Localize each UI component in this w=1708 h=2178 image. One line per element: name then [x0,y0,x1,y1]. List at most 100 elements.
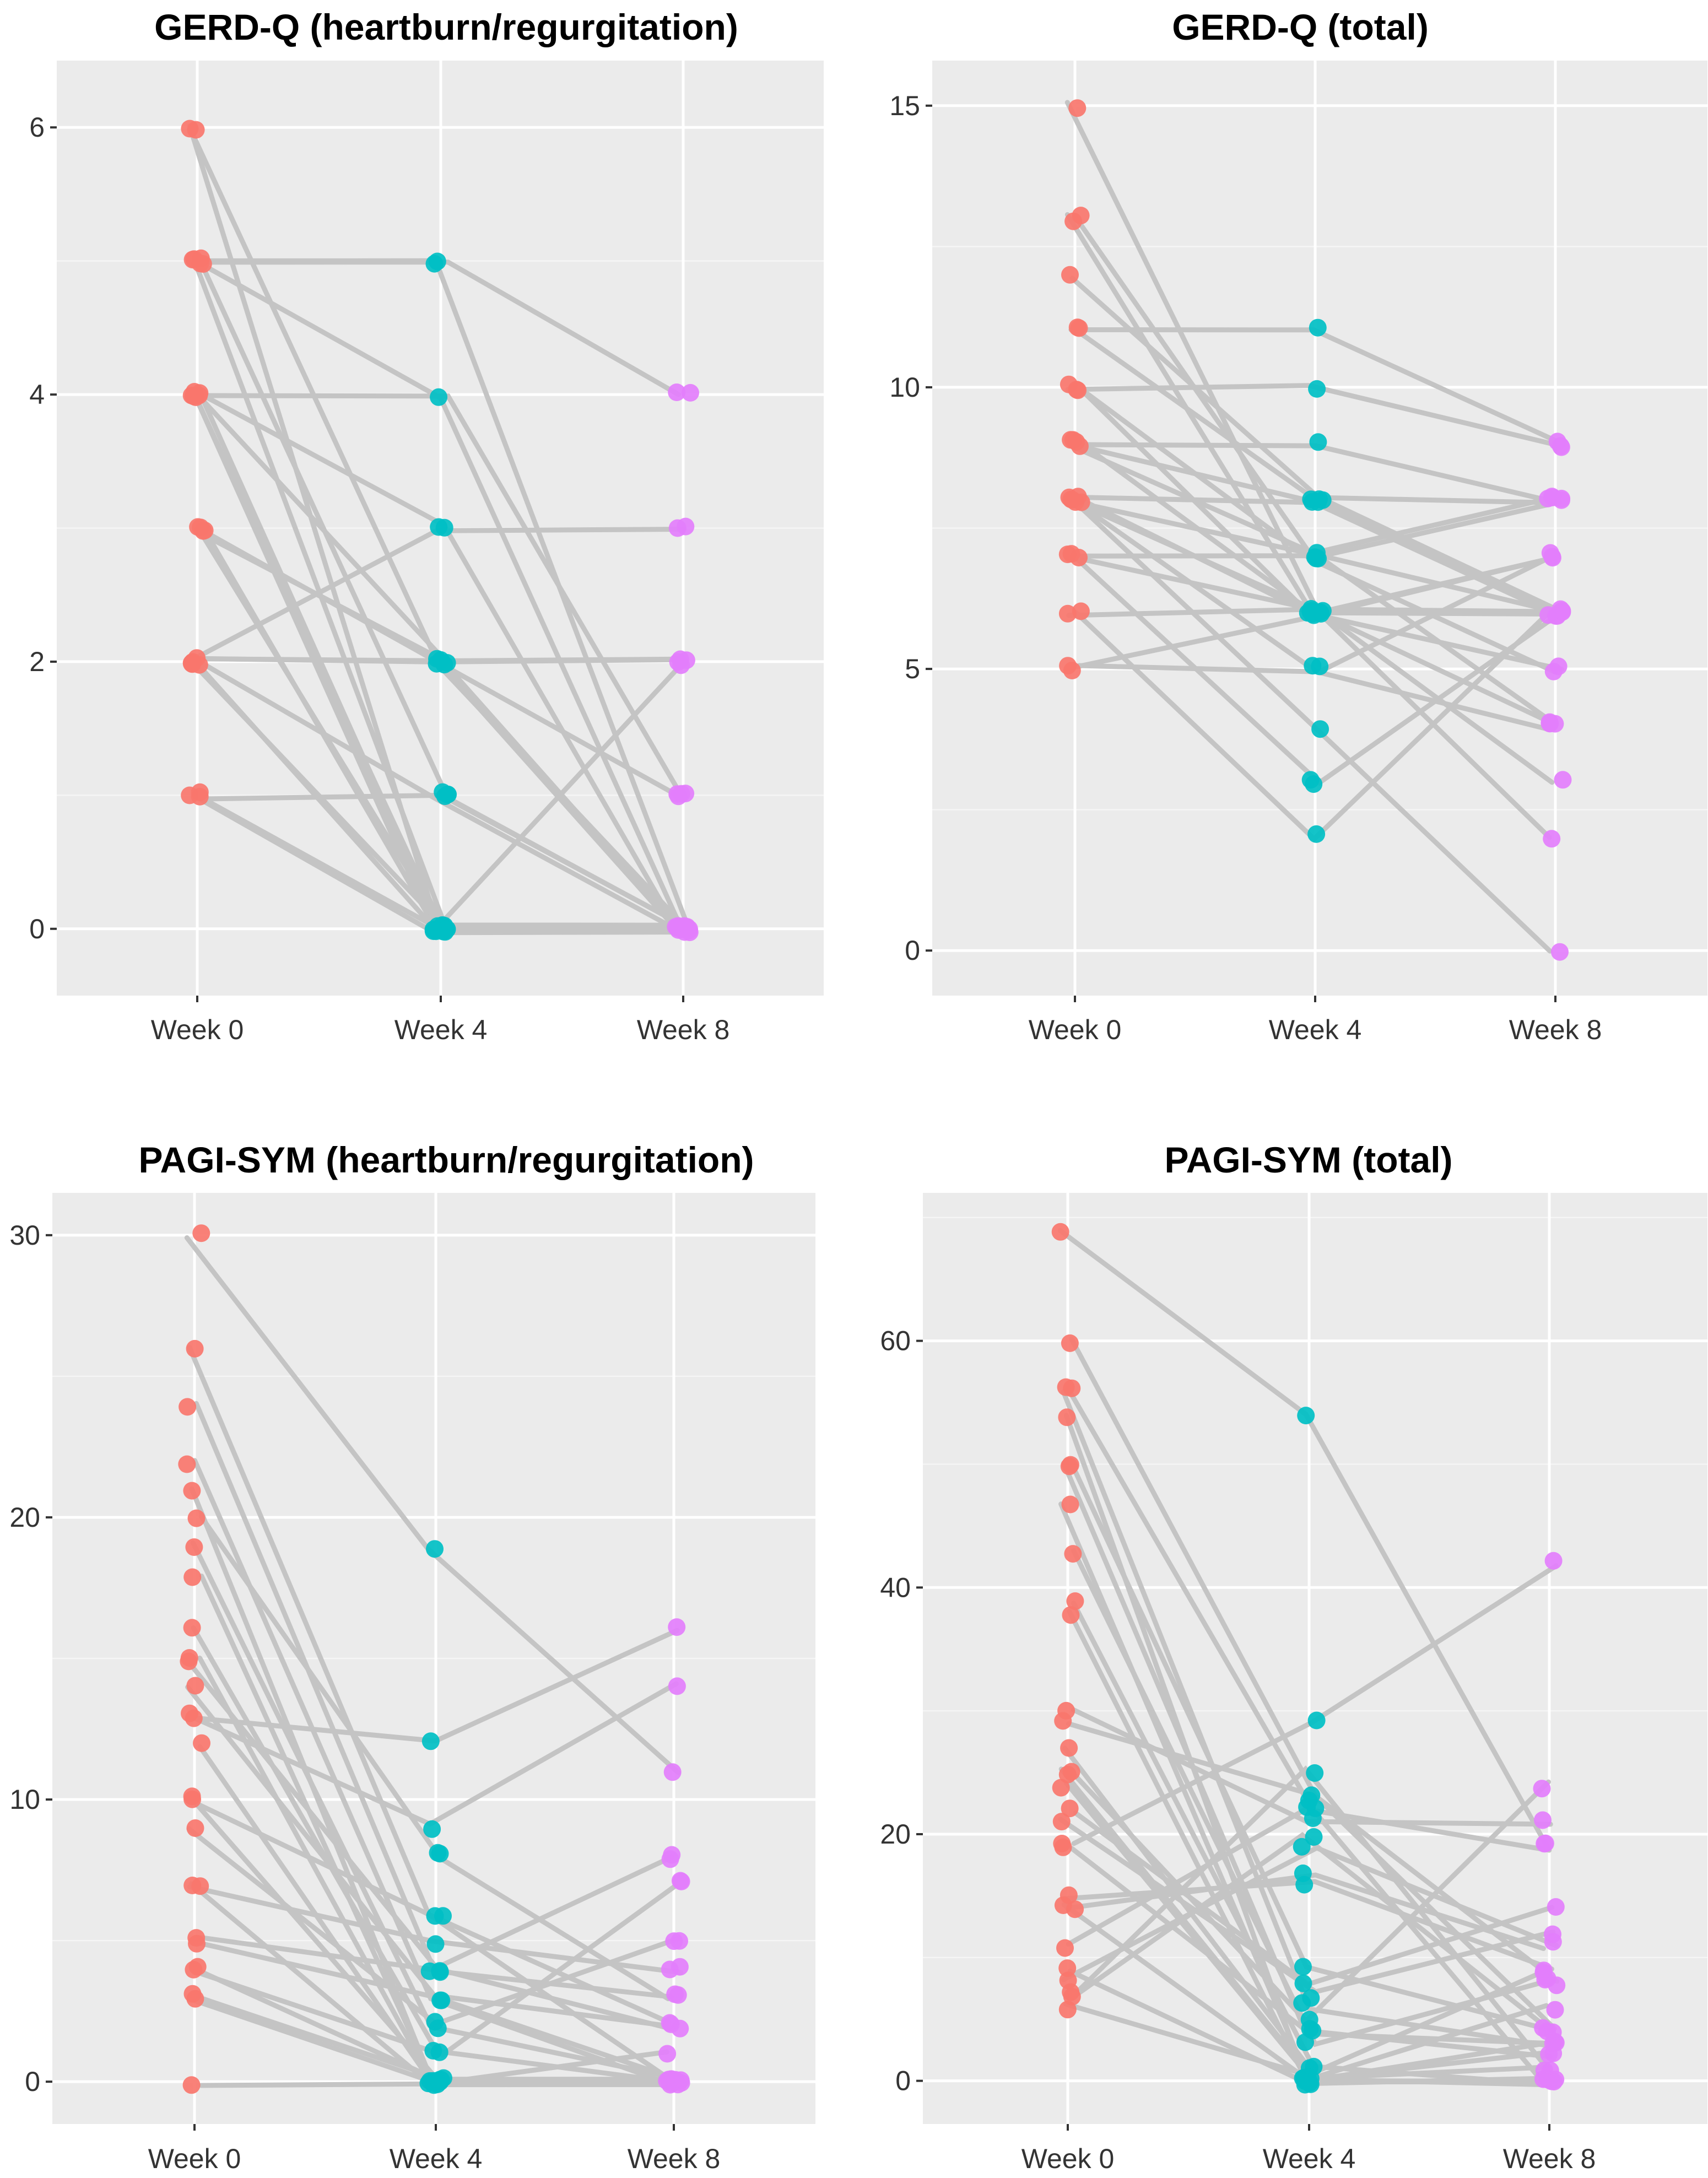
data-point [1052,1813,1071,1831]
data-point [1061,1799,1079,1818]
y-tick-label: 0 [905,935,920,966]
data-point [1549,657,1568,675]
data-point [1308,380,1326,398]
data-point [178,1455,196,1473]
data-point [188,1958,207,1976]
data-point [1301,771,1320,789]
data-point [1054,1838,1072,1856]
data-point [668,785,687,803]
data-point [1547,1898,1565,1916]
data-point [181,120,199,138]
subject-trajectory-line [1072,1831,1553,2033]
data-point [1544,1933,1562,1951]
x-tick-label: Week 8 [628,2143,721,2174]
data-point [1301,602,1319,620]
data-point [1533,1780,1551,1798]
y-tick-label: 20 [9,1502,40,1533]
data-point [1551,943,1569,961]
x-tick-label: Week 0 [151,1014,244,1045]
subject-trajectory-line [1061,1389,1552,2049]
data-point [1307,1711,1326,1730]
y-tick-label: 0 [25,2066,40,2097]
data-point [1544,1552,1563,1570]
subject-trajectory-line [1068,1765,1550,2072]
data-point [1052,1779,1070,1797]
data-point [196,521,214,539]
data-point [438,920,456,938]
y-tick-label: 2 [29,646,45,677]
data-point [182,2076,201,2094]
data-point [192,1224,210,1242]
subject-trajectory-line [192,1458,670,2085]
x-tick-label: Week 0 [1029,1014,1122,1045]
data-point [1062,1606,1080,1624]
data-point [190,656,208,674]
data-point [1294,1958,1312,1976]
data-point [1546,2001,1564,2019]
data-point [187,1509,206,1527]
data-point [424,922,442,941]
chart-panel-gerdq-heartburn: GERD-Q (heartburn/regurgitation) 0 2 4 6 We… [29,7,824,1045]
data-point [1304,657,1322,675]
subject-trajectory-line [1065,383,1563,448]
data-point [1068,318,1087,337]
data-point [185,1538,203,1556]
x-tick-label: Week 8 [1509,1014,1602,1045]
data-point [1058,1408,1076,1426]
data-point [439,786,457,803]
data-point [1547,2071,1565,2089]
data-point [191,1877,209,1895]
data-point [426,1935,445,1953]
y-tick-label: 60 [880,1326,911,1356]
data-point [1296,2033,1314,2051]
data-point [1306,548,1324,566]
data-point [428,252,446,271]
data-point [680,923,699,942]
data-point [1054,1712,1072,1730]
data-point [186,1677,204,1695]
data-point [1543,549,1561,567]
data-point [1061,1334,1079,1352]
data-point [435,656,453,674]
data-point [666,1985,684,2003]
data-point [181,1704,198,1722]
data-point [671,1958,689,1976]
subject-trajectory-line [1062,1879,1554,1972]
data-point [1056,1939,1074,1957]
data-point [186,1819,204,1837]
data-point [1536,1834,1554,1852]
data-point [1297,1407,1315,1425]
data-point [183,1985,202,2003]
data-point [1062,431,1080,449]
chart-panel-pagisym-heartburn: PAGI-SYM (heartburn/regurgitation) 0 10 20… [9,1139,815,2174]
data-point [1299,2068,1317,2086]
data-point [1309,493,1327,511]
data-point [183,1787,201,1806]
data-point [183,1482,201,1500]
data-point [431,1991,450,2009]
data-point [1068,99,1087,117]
data-point [661,1850,679,1868]
y-tick-label: 30 [9,1220,40,1251]
data-point [658,2045,677,2063]
data-point [1305,1828,1323,1846]
data-point [179,1398,197,1416]
data-point [668,383,686,401]
data-point [1539,606,1557,624]
data-point [1063,662,1081,679]
data-point [1304,1809,1322,1827]
data-point [671,1932,688,1950]
data-point [431,1845,449,1863]
data-point [423,1820,441,1838]
chart-panel-gerdq-total: GERD-Q (total) 0 5 10 15 Week 0 Week 4 Week… [889,7,1707,1045]
data-point [1538,1970,1556,1988]
data-point [1051,1223,1069,1241]
data-point [1534,1811,1552,1829]
data-point [682,383,699,402]
data-point [186,1339,204,1358]
y-tick-label: 15 [889,90,920,121]
data-point [1057,1378,1075,1396]
x-tick-label: Week 0 [148,2143,241,2174]
y-tick-label: 6 [29,112,45,143]
data-point [663,1763,682,1781]
